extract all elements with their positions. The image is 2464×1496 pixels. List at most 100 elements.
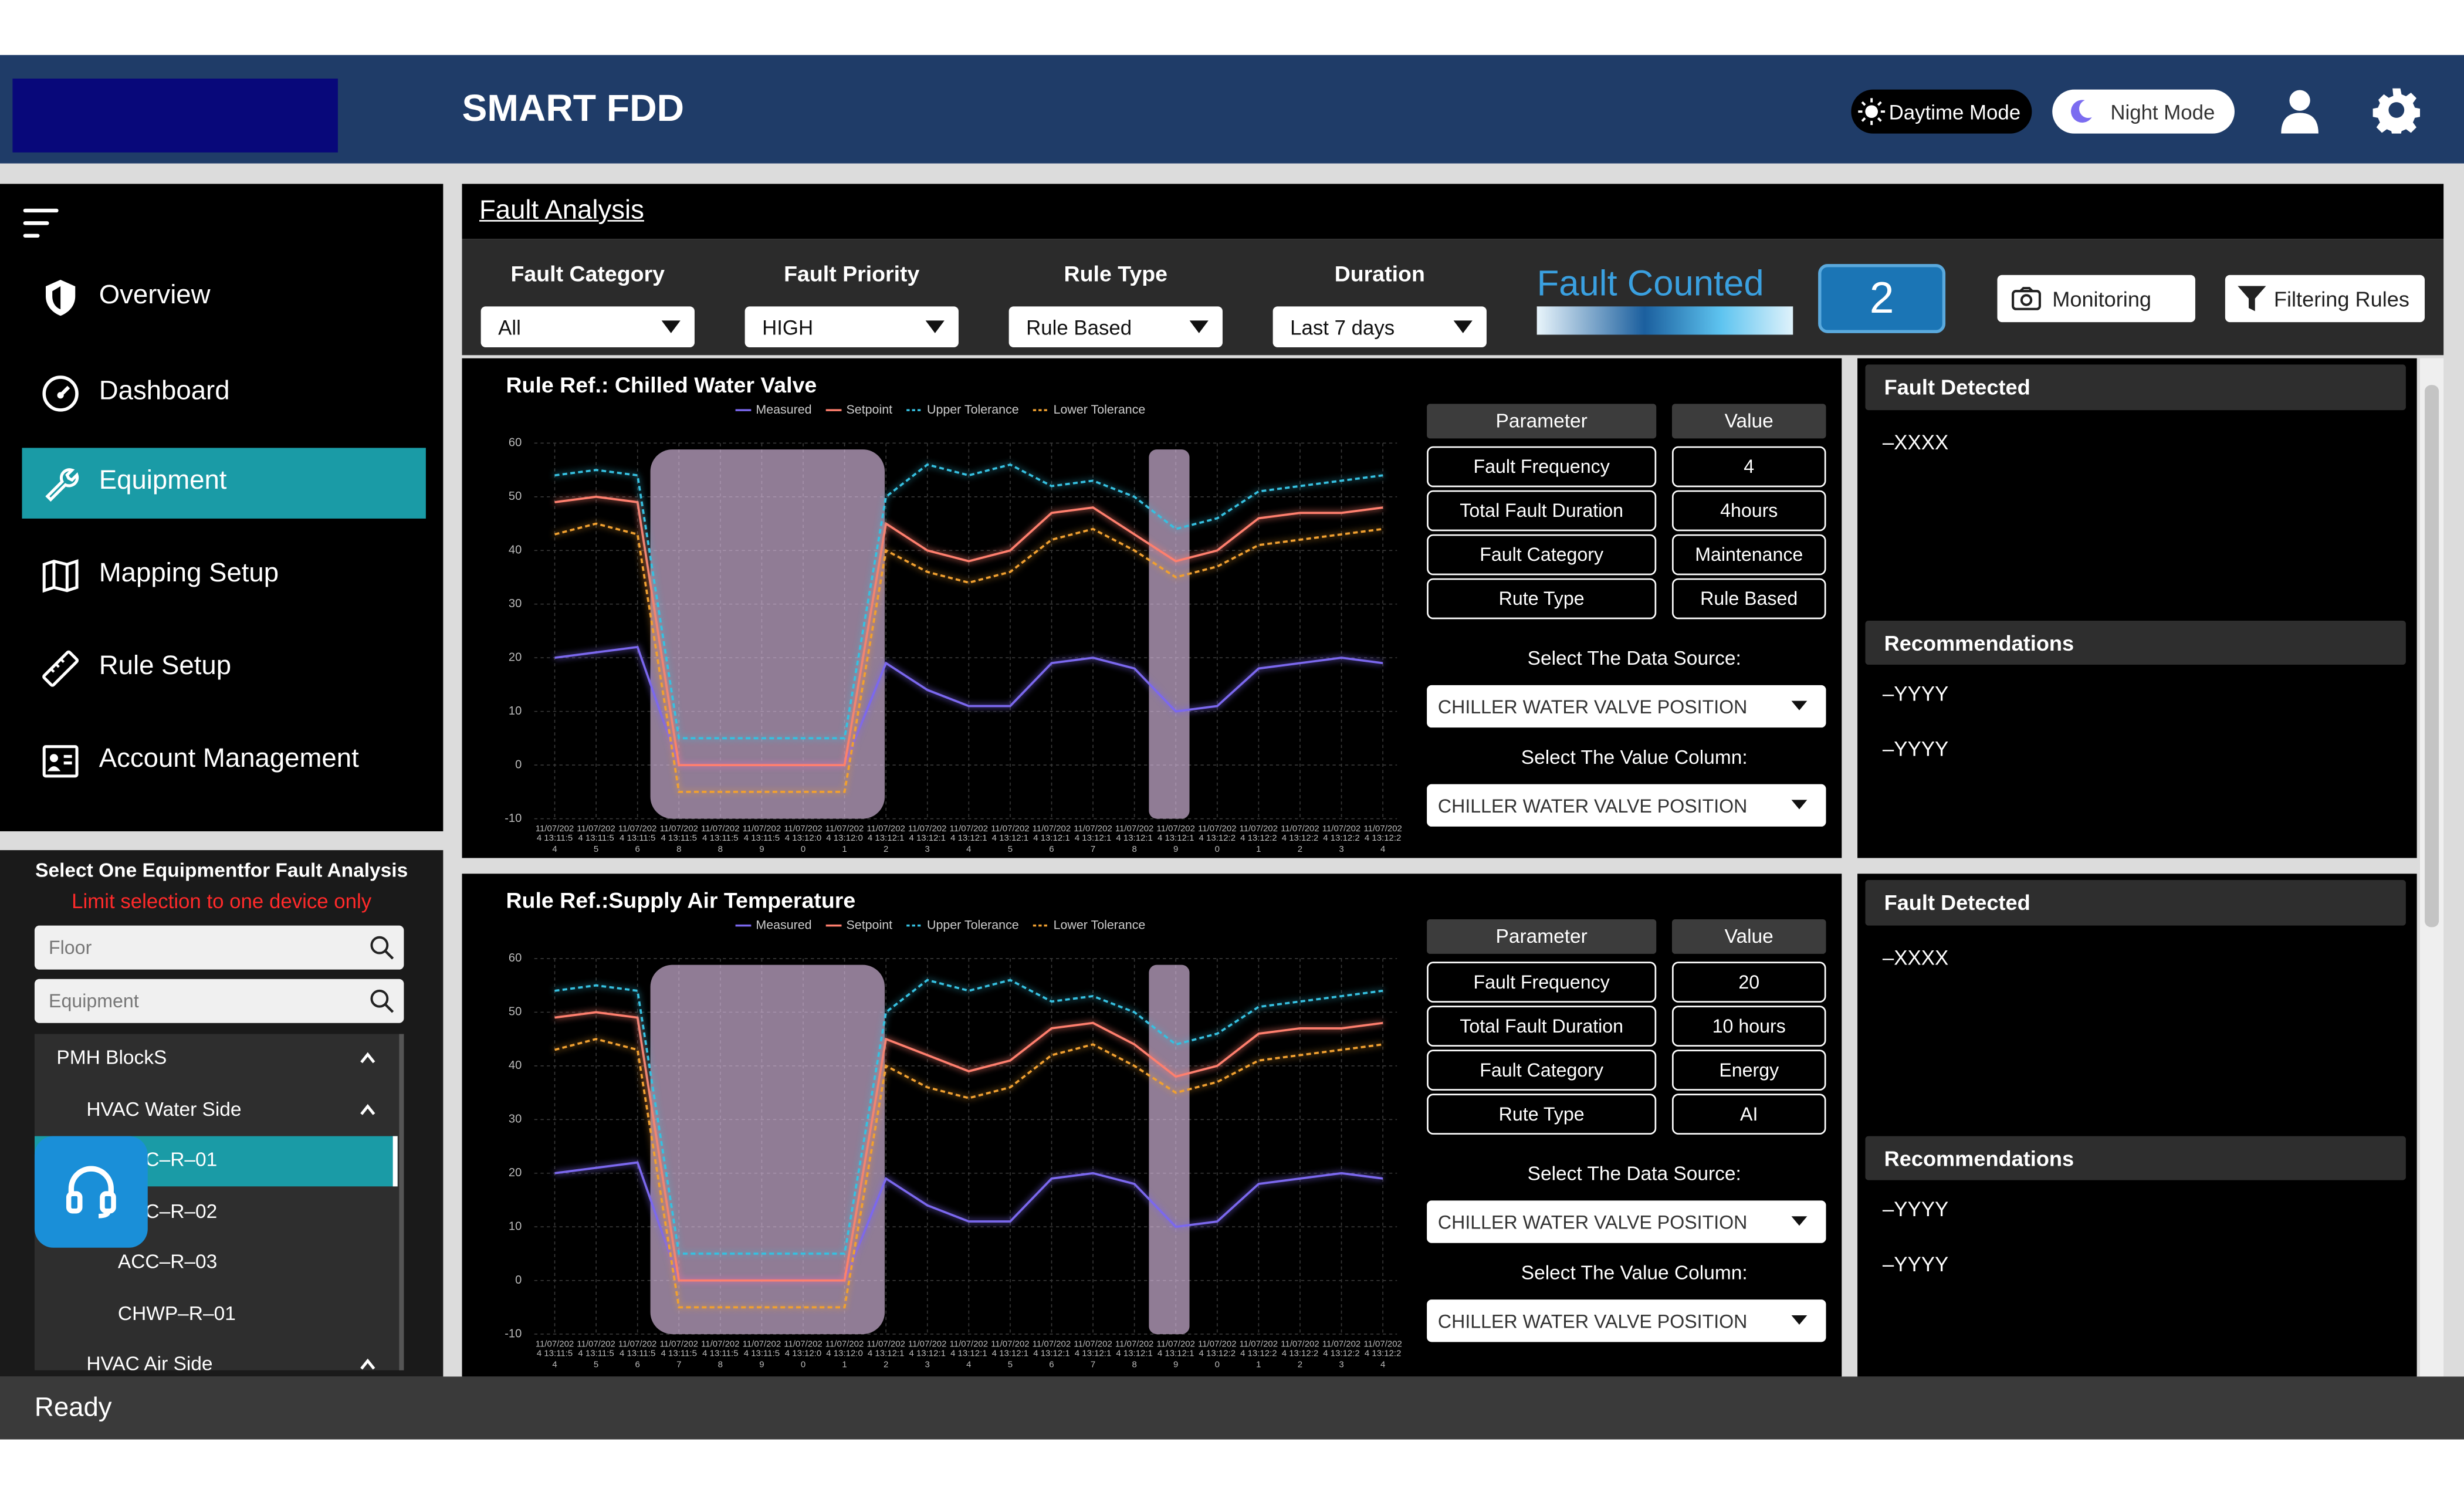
x-tick-label: 11/07/2024 13:12:24 <box>1363 1340 1402 1370</box>
legend-label: Measured <box>756 402 811 417</box>
table-cell: 4hours <box>1671 490 1826 532</box>
search-input[interactable]: Equipment <box>34 979 404 1023</box>
tree-item[interactable]: HVAC Air Side <box>86 1353 213 1370</box>
x-tick-label: 11/07/2024 13:12:13 <box>908 1340 947 1370</box>
series-line <box>554 979 1383 1255</box>
y-tick-label: 40 <box>509 544 522 557</box>
icon-part <box>49 754 58 763</box>
x-tick-label: 11/07/2024 13:12:23 <box>1322 1340 1361 1370</box>
menu-item-icon <box>42 745 79 778</box>
x-tick-label: 11/07/2024 13:11:58 <box>659 825 699 855</box>
filter-dropdown[interactable]: All <box>480 306 695 347</box>
icon-part <box>1877 101 1882 106</box>
icon-part <box>42 559 79 593</box>
table-cell: 20 <box>1671 962 1826 1003</box>
fault-detected-title: Fault Detected <box>1865 879 2406 926</box>
icon-part <box>100 1191 116 1214</box>
y-tick-label: 30 <box>509 597 522 610</box>
tree-item[interactable]: PMH BlockS <box>56 1046 167 1069</box>
x-tick-label: 11/07/2024 13:11:58 <box>701 1340 740 1370</box>
menu-item[interactable]: Equipment <box>99 465 227 495</box>
filter-dropdown[interactable]: Last 7 days <box>1272 306 1487 347</box>
legend-label: Lower Tolerance <box>1054 402 1146 417</box>
daytime-label: Daytime Mode <box>1888 100 2021 124</box>
filter-dropdown[interactable]: Rule Based <box>1008 306 1223 347</box>
x-tick-label: 11/07/2024 13:12:14 <box>949 825 989 855</box>
chart-title: Rule Ref.: Chilled Water Valve <box>506 373 817 397</box>
y-tick-label: 50 <box>509 490 522 503</box>
tree-item[interactable]: ACC–R–03 <box>117 1251 218 1273</box>
icon-part <box>1861 101 1866 106</box>
select-label: Select The Data Source: <box>1527 1163 1741 1185</box>
icon-part <box>1858 98 1886 126</box>
user-icon <box>2281 90 2319 134</box>
icon-part <box>2281 113 2319 134</box>
tree-list: PMH BlockS HVAC Water Side ACC–R–01 ACC–R–0… <box>34 1034 404 1370</box>
y-tick-label: 50 <box>509 1006 522 1018</box>
table-cell: Rute Type <box>1427 1094 1657 1135</box>
menu-item[interactable]: Account Management <box>99 743 359 773</box>
x-tick-label: 11/07/2024 13:12:01 <box>825 825 864 855</box>
menu-item[interactable]: Mapping Setup <box>99 557 279 588</box>
action-button-label: Monitoring <box>2052 286 2152 311</box>
filter-value: Last 7 days <box>1290 315 1395 339</box>
icon-part <box>360 1103 375 1115</box>
source-dropdown[interactable]: CHILLER WATER VALVE POSITION <box>1427 1200 1826 1243</box>
sun-icon <box>1858 98 1886 126</box>
search-input[interactable]: Floor <box>34 925 404 970</box>
icon-part <box>52 286 61 310</box>
icon-part <box>2020 294 2033 306</box>
tree-item[interactable]: CHWP–R–01 <box>117 1302 236 1324</box>
selector-warning: Limit selection to one device only <box>72 889 372 913</box>
table-cell: Rute Type <box>1427 578 1657 620</box>
page-title-bar <box>462 184 2444 239</box>
x-tick-label: 11/07/2024 13:12:22 <box>1281 1340 1319 1370</box>
fault-item: –XXXX <box>1882 430 1949 455</box>
x-tick-label: 11/07/2024 13:12:12 <box>867 825 905 855</box>
icon-part <box>42 745 79 778</box>
x-tick-label: 11/07/2024 13:12:16 <box>1032 825 1071 855</box>
table-cell: Fault Category <box>1427 1050 1657 1091</box>
support-button[interactable] <box>34 1136 148 1248</box>
table-header: Parameter <box>1427 919 1657 954</box>
x-tick-label: 11/07/2024 13:12:16 <box>1032 1340 1071 1370</box>
filter-dropdown[interactable]: HIGH <box>744 306 959 347</box>
icon-part <box>2289 90 2310 111</box>
x-tick-label: 11/07/2024 13:11:55 <box>577 825 615 855</box>
filter-icon <box>2238 286 2266 312</box>
icon-part <box>57 392 64 399</box>
icon-part <box>49 668 55 673</box>
x-tick-label: 11/07/2024 13:12:24 <box>1363 825 1402 855</box>
menu-item[interactable]: Rule Setup <box>99 650 232 681</box>
x-tick-label: 11/07/2024 13:12:23 <box>1322 825 1361 855</box>
menu-item-icon <box>42 650 79 687</box>
action-button[interactable]: Filtering Rules <box>2225 275 2425 323</box>
collapse-chevron <box>360 1052 375 1064</box>
recommendation-item: –YYYY <box>1882 1197 1949 1221</box>
x-tick-label: 11/07/2024 13:12:17 <box>1074 825 1112 855</box>
logo <box>12 78 338 153</box>
icon-part <box>2238 286 2266 312</box>
tree-item[interactable]: HVAC Water Side <box>86 1097 242 1120</box>
source-dropdown[interactable]: CHILLER WATER VALVE POSITION <box>1427 784 1826 827</box>
table-header: Value <box>1671 919 1826 954</box>
legend-label: Setpoint <box>847 918 893 932</box>
menu-item[interactable]: Dashboard <box>99 375 230 406</box>
icon-part <box>59 658 65 664</box>
menu-item-icon <box>42 559 79 593</box>
daytime-toggle[interactable]: Daytime Mode <box>1851 89 2032 134</box>
source-dropdown[interactable]: CHILLER WATER VALVE POSITION <box>1427 685 1826 728</box>
night-toggle[interactable]: Night Mode <box>2052 89 2235 134</box>
action-button[interactable]: Monitoring <box>1997 275 2195 323</box>
y-tick-label: 0 <box>515 758 522 771</box>
menu-item-icon <box>42 375 79 412</box>
menu-item[interactable]: Overview <box>99 279 211 310</box>
search-placeholder: Equipment <box>49 990 139 1012</box>
menu-highlight <box>22 448 426 519</box>
legend-label: Measured <box>756 918 811 932</box>
source-dropdown[interactable]: CHILLER WATER VALVE POSITION <box>1427 1299 1826 1342</box>
icon-part <box>1877 117 1882 122</box>
menu-item-icon <box>45 468 79 502</box>
icon-part <box>360 1052 375 1064</box>
filter-label: Fault Priority <box>784 260 920 286</box>
